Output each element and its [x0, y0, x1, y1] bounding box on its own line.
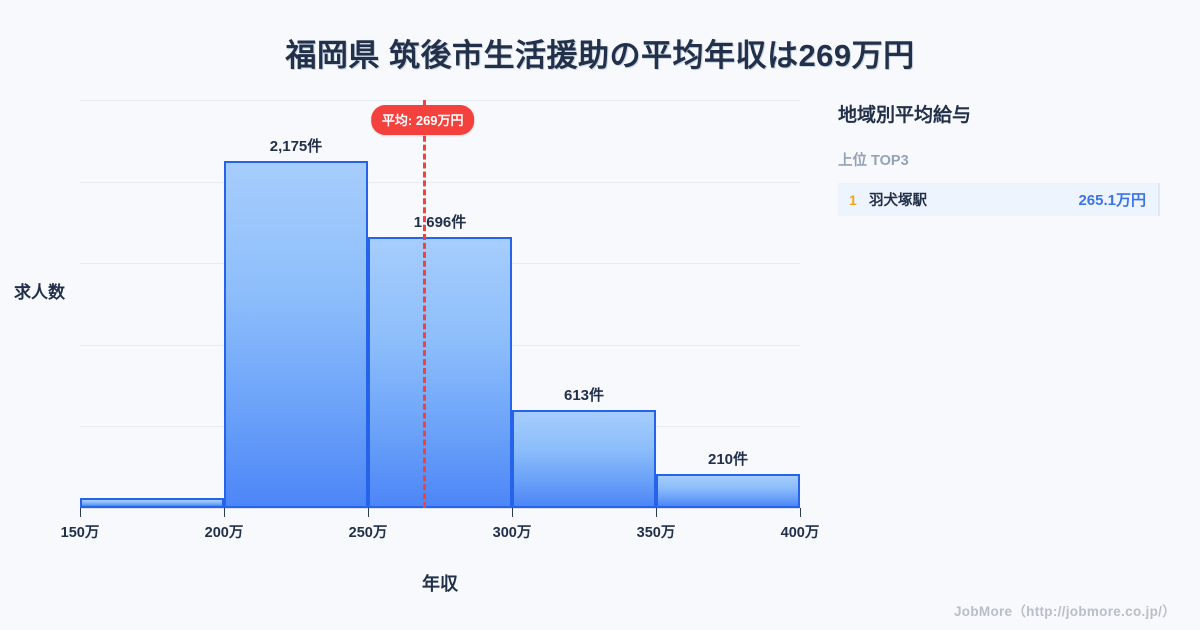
gridline: [80, 182, 800, 183]
rank-area-name: 羽犬塚駅: [869, 193, 927, 209]
sidebar-subtitle: 上位 TOP3: [838, 153, 909, 169]
histogram-chart: 150万 200万 250万 300万 350万 400万 2,175件 1,696件 613…: [14, 100, 820, 594]
x-axis-line: [80, 508, 800, 509]
ranking-list: 1 羽犬塚駅 265.1万円: [838, 183, 1160, 216]
histogram-bar: [80, 498, 224, 508]
rank-salary-value: 265.1万円: [1078, 192, 1146, 209]
bar-value-label: 2,175件: [269, 137, 323, 155]
bar-value-label: 613件: [563, 387, 605, 405]
x-axis-tick: [656, 508, 657, 517]
x-axis-tick: [368, 508, 369, 517]
sidebar: 地域別平均給与 上位 TOP3 1 羽犬塚駅 265.1万円: [838, 100, 1168, 216]
x-axis-tick-label: 400万: [780, 525, 820, 541]
x-axis-tick: [800, 508, 801, 517]
x-axis-tick: [512, 508, 513, 517]
x-axis-tick-label: 300万: [492, 525, 532, 541]
histogram-bar: [656, 474, 800, 508]
sidebar-title: 地域別平均給与: [838, 105, 972, 126]
x-axis-tick: [224, 508, 225, 517]
histogram-bar: [512, 410, 656, 508]
x-axis-tick-label: 150万: [60, 525, 100, 541]
bar-value-label: 210件: [707, 451, 749, 469]
average-badge: 平均: 269万円: [370, 105, 475, 135]
x-axis-tick-label: 350万: [636, 525, 676, 541]
x-axis-tick-label: 200万: [204, 525, 244, 541]
bar-value-label: 1,696件: [413, 214, 467, 232]
histogram-bar: [224, 160, 368, 508]
gridline: [80, 100, 800, 101]
y-axis-title: 求人数: [14, 283, 65, 302]
ranking-row[interactable]: 1 羽犬塚駅 265.1万円: [838, 183, 1160, 216]
x-axis-tick: [80, 508, 81, 517]
rank-number: 1: [849, 191, 857, 208]
page-title: 福岡県 筑後市生活援助の平均年収は269万円: [285, 38, 915, 73]
average-line: [422, 100, 426, 508]
plot-area: [80, 100, 800, 508]
histogram-bar: [368, 237, 512, 508]
footer-watermark: JobMore（http://jobmore.co.jp/）: [954, 604, 1176, 619]
x-axis-tick-label: 250万: [348, 525, 388, 541]
x-axis-title: 年収: [422, 574, 458, 594]
